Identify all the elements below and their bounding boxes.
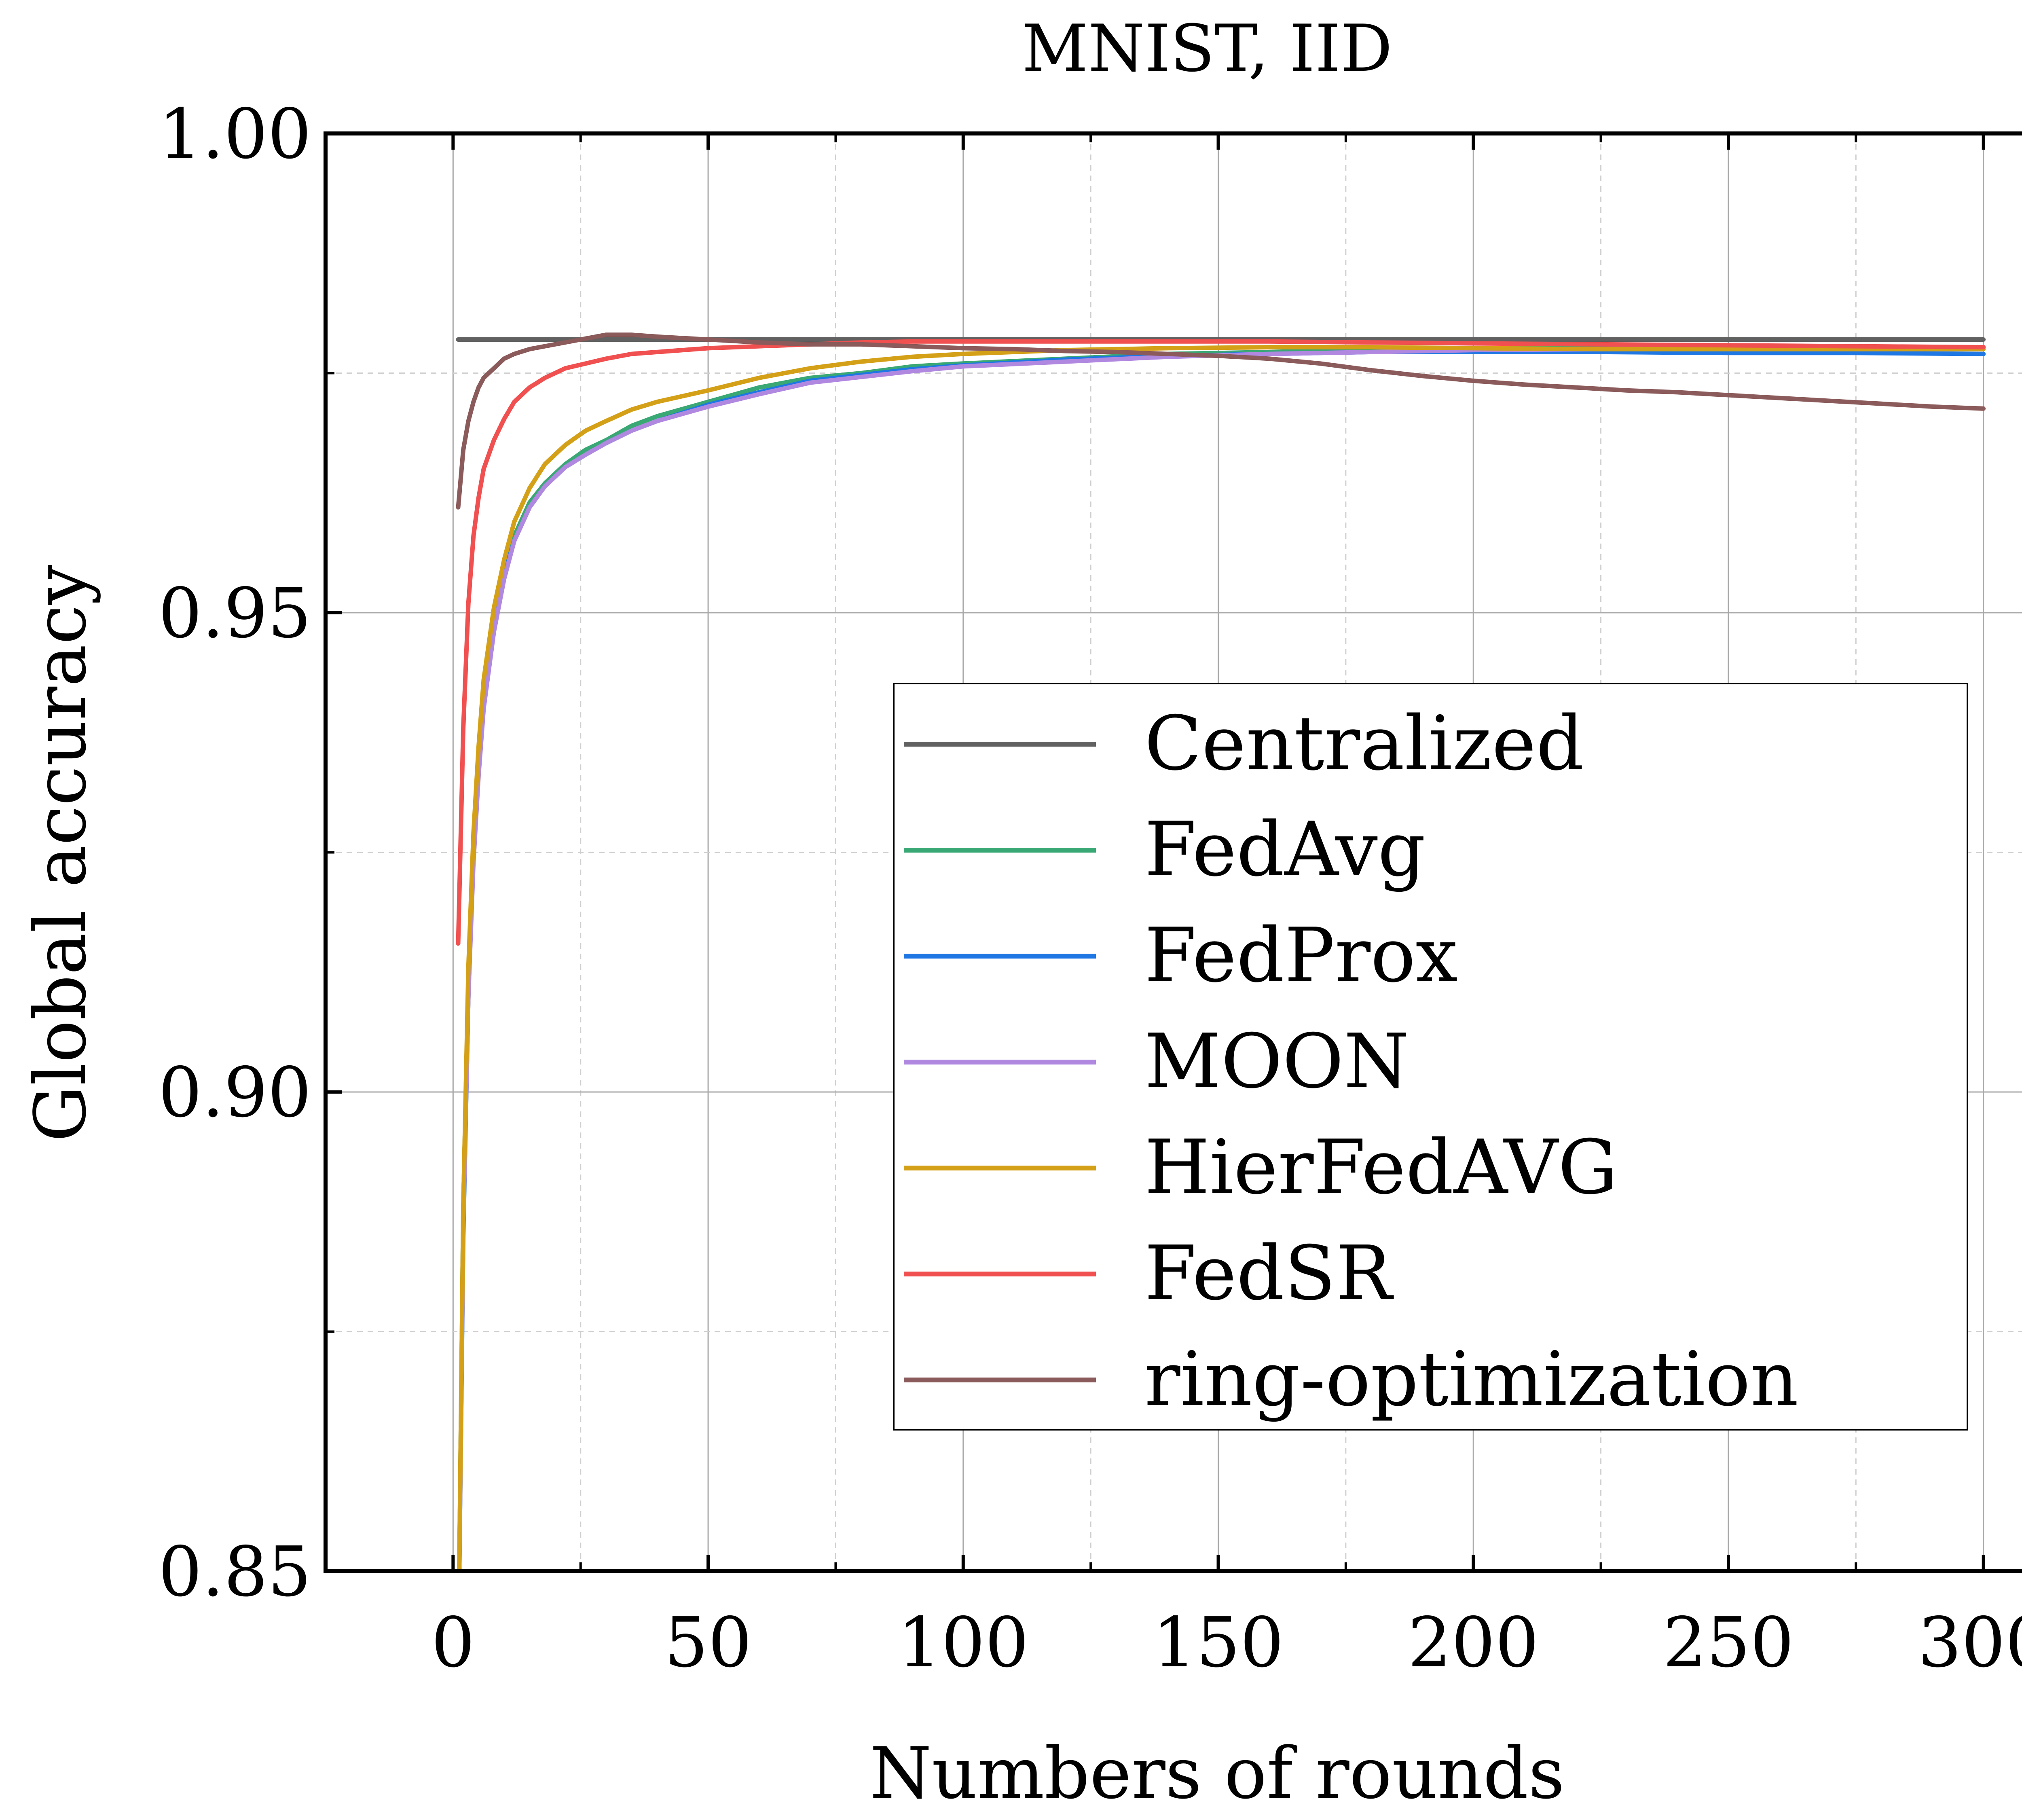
x-tick-label: 50 — [664, 1603, 752, 1683]
x-tick-label: 300 — [1918, 1603, 2022, 1683]
legend-label-fedavg: FedAvg — [1144, 806, 1426, 893]
series-line-fedsr — [456, 339, 1986, 946]
legend-label-fedsr: FedSR — [1144, 1230, 1394, 1317]
series-group — [456, 332, 1986, 1571]
series-line-hierfedavg — [457, 345, 1986, 1571]
x-tick-label: 150 — [1153, 1603, 1284, 1683]
x-tick-label: 0 — [431, 1603, 475, 1683]
axis-ticks — [326, 132, 1985, 1573]
legend: Centralized FedAvg FedProx MOON HierFedAVG Fe… — [893, 683, 1968, 1431]
legend-items: Centralized FedAvg FedProx MOON HierFedAVG Fe… — [904, 700, 1798, 1423]
x-tick-label: 250 — [1663, 1603, 1794, 1683]
legend-box — [893, 683, 1968, 1431]
x-tick-label: 200 — [1408, 1603, 1539, 1683]
legend-label-moon: MOON — [1144, 1018, 1409, 1105]
tick-labels: 0 50 100 150 200 250 300 0.85 0.90 0.95 1.00 — [158, 94, 2022, 1683]
legend-label-hierfedavg: HierFedAVG — [1144, 1124, 1618, 1211]
series-line-ring-optimization — [456, 332, 1986, 510]
x-tick-label: 100 — [898, 1603, 1029, 1683]
y-tick-label: 0.95 — [158, 574, 311, 654]
chart-title: MNIST, IID — [1022, 11, 1392, 86]
x-axis-label: Numbers of rounds — [870, 1733, 1565, 1815]
y-tick-label: 1.00 — [158, 94, 311, 174]
y-tick-label: 0.85 — [158, 1532, 311, 1612]
legend-label-fedprox: FedProx — [1144, 912, 1458, 999]
y-tick-label: 0.90 — [158, 1053, 311, 1133]
y-axis-label: Global accuracy — [20, 565, 102, 1142]
legend-label-ring-optimization: ring-optimization — [1144, 1335, 1798, 1423]
legend-label-centralized: Centralized — [1144, 700, 1584, 787]
